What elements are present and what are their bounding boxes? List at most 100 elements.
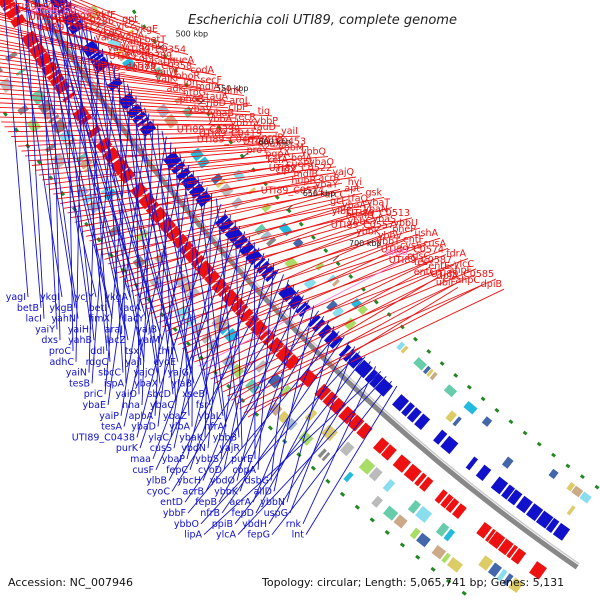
gene-label: ylcC bbox=[454, 259, 474, 270]
feature-segment bbox=[434, 489, 448, 504]
gene-label: tauA bbox=[206, 92, 229, 103]
gene-leader-line bbox=[186, 231, 246, 460]
gene-leader-line bbox=[221, 336, 345, 514]
gene-leader-line bbox=[60, 0, 161, 35]
gene-label: ybaE bbox=[83, 400, 106, 411]
tick-dash bbox=[399, 542, 406, 548]
gene-label: ahpF bbox=[449, 265, 472, 276]
feature-segment bbox=[86, 4, 101, 20]
feature-segment bbox=[535, 510, 554, 529]
gene-label: ppiB bbox=[212, 519, 233, 530]
gene-leader-line bbox=[270, 284, 294, 481]
feature-segment bbox=[200, 332, 213, 344]
gene-leader-line bbox=[107, 113, 150, 406]
gene-label: copA bbox=[232, 465, 256, 476]
kbp-label: 550 kbp bbox=[216, 84, 249, 93]
tick-dash bbox=[286, 208, 292, 214]
feature-segment bbox=[304, 409, 318, 422]
gene-label: ybbV bbox=[378, 230, 403, 241]
gene-leader-line bbox=[204, 192, 213, 438]
gene-leader-line bbox=[190, 254, 447, 359]
gene-label: codA bbox=[190, 65, 214, 76]
feature-segment bbox=[278, 283, 297, 303]
feature-segment bbox=[382, 478, 396, 493]
gene-label: ycjY bbox=[75, 292, 94, 303]
gene-label: cueR bbox=[286, 159, 310, 170]
gene-leader-line bbox=[305, 385, 398, 535]
gene-label: UTI89_C0438 bbox=[72, 432, 135, 443]
gene-label: ybaU bbox=[146, 57, 170, 68]
gene-label: queA bbox=[170, 55, 195, 66]
gene-leader-line bbox=[289, 346, 356, 514]
gene-label: allD bbox=[254, 486, 272, 497]
tick-dash bbox=[296, 452, 302, 458]
gene-label: UTI89_C0312 bbox=[37, 22, 100, 33]
gene-label: UTI89_C0587 bbox=[389, 255, 452, 266]
gene-label: thiI bbox=[158, 346, 173, 357]
gene-leader-line bbox=[119, 205, 347, 279]
feature-segment bbox=[552, 522, 571, 541]
gene-label: UTI89_C0522 bbox=[269, 163, 332, 174]
gene-leader-line bbox=[34, 0, 79, 319]
gene-leader-line bbox=[73, 6, 142, 352]
gene-leader-line bbox=[166, 235, 383, 332]
gene-leader-line bbox=[118, 72, 127, 384]
gene-leader-line bbox=[0, 49, 225, 86]
tick-dash bbox=[445, 578, 452, 584]
feature-segment bbox=[501, 456, 514, 469]
gene-label: xseB bbox=[182, 389, 205, 400]
gene-label: ybaA bbox=[342, 200, 366, 211]
gene-label: cusS bbox=[150, 443, 172, 454]
gene-label: yaiW bbox=[155, 67, 179, 78]
gene-leader-line bbox=[51, 0, 61, 341]
feature-segment bbox=[178, 240, 194, 255]
gene-label: apbA bbox=[129, 411, 154, 422]
gene-leader-line bbox=[152, 225, 241, 460]
gene-leader-line bbox=[25, 0, 76, 308]
gene-leader-line bbox=[255, 341, 350, 514]
gene-leader-line bbox=[146, 227, 421, 310]
gene-leader-line bbox=[89, 30, 145, 362]
gene-leader-line bbox=[70, 0, 108, 352]
feature-segment bbox=[400, 345, 409, 354]
gene-label: phoR bbox=[176, 71, 201, 82]
tick-dash bbox=[415, 554, 421, 560]
gene-label: hha bbox=[122, 400, 140, 411]
gene-leader-line bbox=[191, 170, 194, 427]
gene-leader-line bbox=[0, 0, 145, 48]
gene-label: ybaC bbox=[150, 400, 174, 411]
feature-segment bbox=[452, 503, 467, 519]
feature-segment bbox=[369, 373, 384, 389]
gene-leader-line bbox=[78, 178, 321, 228]
feature-segment bbox=[357, 304, 368, 316]
gene-leader-line bbox=[235, 280, 461, 405]
gene-leader-line bbox=[205, 295, 304, 492]
gene-label: UTI89_C0574 bbox=[381, 245, 444, 256]
gene-leader-line bbox=[0, 66, 245, 96]
gene-label: ybbU bbox=[393, 218, 418, 229]
gene-label: lon bbox=[184, 77, 198, 88]
gene-label: htpG bbox=[183, 88, 206, 99]
gene-label: ylaC bbox=[148, 432, 169, 443]
gene-label: ybaP bbox=[162, 454, 185, 465]
feature-segment bbox=[5, 51, 18, 62]
tick-dash bbox=[369, 517, 375, 523]
gene-leader-line bbox=[154, 229, 397, 319]
gene-label: dxs bbox=[41, 335, 58, 346]
feature-segment bbox=[501, 484, 516, 500]
gene-leader-line bbox=[110, 60, 192, 373]
gene-label: betB bbox=[17, 303, 39, 314]
feature-segment bbox=[392, 454, 412, 473]
gene-leader-line bbox=[268, 361, 371, 525]
feature-segment bbox=[579, 491, 592, 504]
gene-label: yahD bbox=[95, 33, 120, 44]
feature-segment bbox=[298, 430, 314, 446]
tick-dash bbox=[298, 221, 304, 227]
tick-dash bbox=[335, 261, 341, 267]
feature-segment bbox=[422, 365, 431, 375]
feature-segment bbox=[321, 424, 338, 442]
gene-label: ybbO bbox=[174, 519, 199, 530]
feature-segment bbox=[295, 301, 308, 314]
gene-leader-line bbox=[189, 252, 265, 470]
feature-segment bbox=[338, 344, 352, 358]
